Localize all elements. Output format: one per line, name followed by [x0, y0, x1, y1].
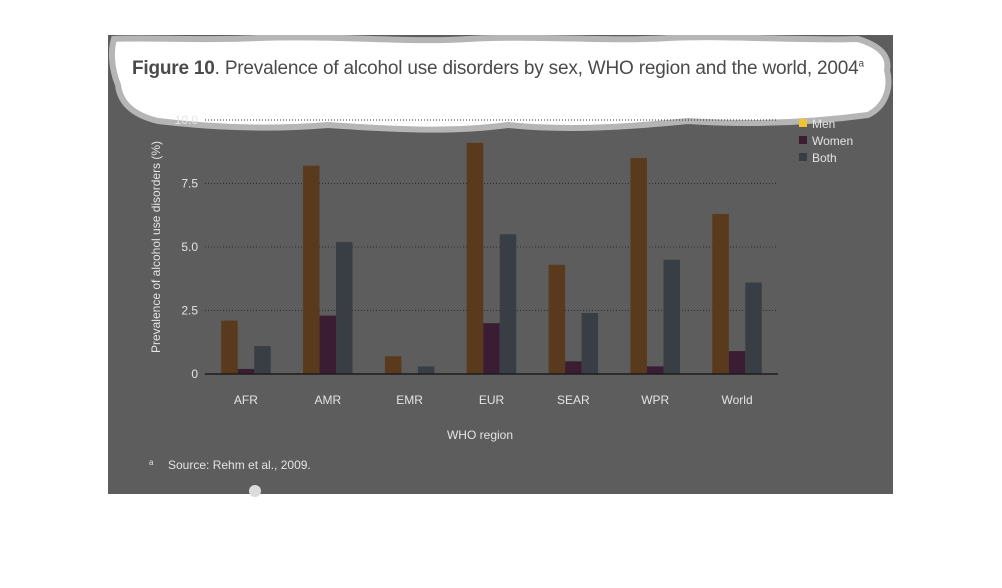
footnote-text: Source: Rehm et al., 2009.: [168, 458, 311, 472]
bar-men-sear: [548, 264, 566, 374]
figure-title: Figure 10. Prevalence of alcohol use dis…: [132, 58, 864, 80]
x-axis-ticks: AFR AMR EMR EUR SEAR WPR World: [234, 393, 753, 407]
legend: Men Women Both: [799, 117, 853, 165]
bar-women-world: [728, 351, 746, 374]
bar-both-wpr: [663, 259, 680, 374]
bar-men-amr: [303, 165, 320, 374]
title-cloud: [108, 35, 892, 133]
bar-both-afr: [254, 346, 271, 374]
x-tick-label: AFR: [234, 393, 258, 407]
legend-swatch-both: [799, 153, 807, 161]
y-tick-label: 7.5: [181, 177, 198, 191]
bar-men-afr: [221, 320, 238, 374]
legend-swatch-women: [799, 136, 807, 144]
grid-lines: [205, 119, 778, 311]
bar-both-sear: [581, 313, 599, 374]
bar-men-world: [712, 213, 729, 374]
figure-label: Figure 10: [132, 58, 215, 79]
scroll-handle[interactable]: [249, 485, 261, 497]
bar-both-amr: [336, 241, 353, 374]
y-tick-label: 5.0: [181, 240, 198, 254]
y-tick-label: 2.5: [181, 304, 198, 318]
bar-both-world: [745, 282, 762, 374]
y-tick-label: 0: [191, 367, 198, 381]
bar-women-afr: [237, 368, 255, 374]
y-axis-ticks: 0 2.5 5.0 7.5 10.0: [175, 113, 199, 381]
bar-women-eur: [483, 323, 500, 374]
bar-women-amr: [319, 315, 337, 374]
legend-label-women: Women: [812, 134, 853, 148]
figure-title-text: . Prevalence of alcohol use disorders by…: [214, 58, 859, 79]
bar-both-eur: [499, 234, 517, 374]
bars: [221, 142, 762, 374]
bar-men-wpr: [630, 158, 647, 374]
legend-label-men: Men: [812, 117, 835, 131]
x-tick-label: World: [722, 393, 753, 407]
bar-men-emr: [384, 356, 402, 374]
x-tick-label: AMR: [314, 393, 341, 407]
x-tick-label: WPR: [641, 393, 669, 407]
x-tick-label: EMR: [396, 393, 423, 407]
bar-men-eur: [466, 142, 484, 374]
x-axis-title: WHO region: [447, 428, 513, 442]
x-tick-label: SEAR: [557, 393, 590, 407]
footnote-marker: a: [149, 458, 154, 467]
y-tick-label: 10.0: [175, 113, 199, 127]
legend-swatch-men: [799, 119, 807, 127]
x-tick-label: EUR: [479, 393, 505, 407]
bar-women-sear: [565, 361, 582, 374]
figure-title-superscript: a: [858, 58, 865, 70]
bar-both-emr: [417, 366, 435, 374]
legend-label-both: Both: [812, 151, 837, 165]
y-axis-title: Prevalence of alcohol use disorders (%): [149, 141, 163, 353]
bar-women-wpr: [646, 366, 664, 374]
